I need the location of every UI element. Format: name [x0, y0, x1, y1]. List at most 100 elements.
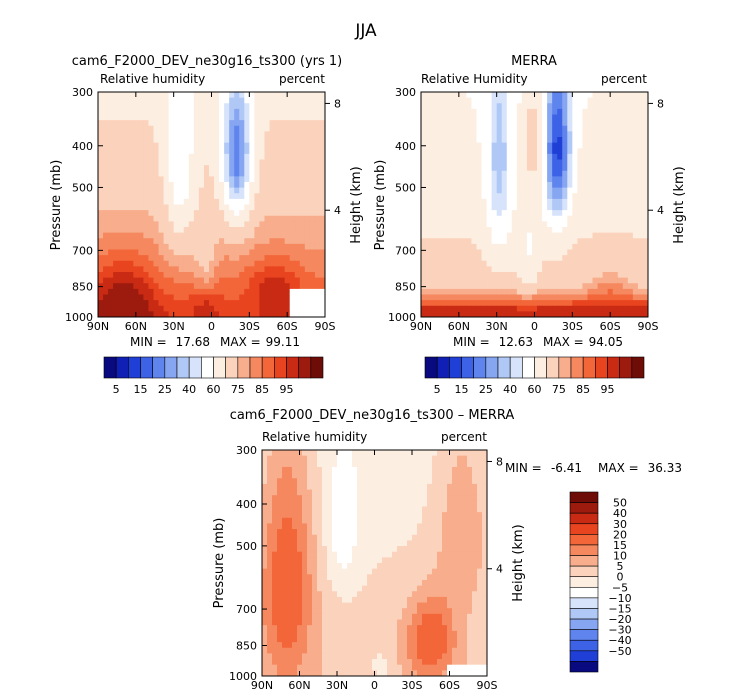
heatmap-cell [108, 120, 114, 127]
heatmap-cell [262, 472, 268, 479]
heatmap-cell [332, 495, 338, 502]
heatmap-cell [188, 210, 195, 217]
heatmap-cell [542, 148, 548, 155]
heatmap-cell [214, 187, 220, 194]
heatmap-cell [279, 114, 286, 121]
heatmap-cell [637, 108, 644, 115]
heatmap-cell [526, 311, 533, 318]
heatmap-cell [267, 489, 273, 496]
heatmap-cell [402, 529, 408, 536]
heatmap-cell [168, 148, 175, 155]
heatmap-cell [537, 210, 543, 217]
heatmap-cell [612, 165, 619, 172]
heatmap-cell [148, 103, 154, 110]
heatmap-cell [163, 97, 170, 104]
heatmap-cell [362, 517, 368, 524]
heatmap-cell [347, 455, 353, 462]
heatmap-cell [183, 311, 190, 318]
colorbar-label: 85 [255, 383, 269, 396]
heatmap-cell [118, 215, 124, 222]
heatmap-cell [163, 159, 170, 166]
heatmap-cell [597, 187, 603, 194]
heatmap-cell [279, 232, 286, 239]
heatmap-cell [113, 283, 119, 290]
heatmap-cell [208, 215, 215, 222]
heatmap-cell [113, 255, 119, 262]
heatmap-cell [267, 574, 273, 581]
heatmap-cell [158, 243, 164, 250]
heatmap-cell [302, 455, 308, 462]
heatmap-cell [501, 125, 508, 132]
heatmap-cell [299, 300, 306, 307]
heatmap-cell [531, 232, 538, 239]
heatmap-cell [319, 221, 326, 228]
heatmap-cell [542, 108, 548, 115]
heatmap-cell [153, 103, 159, 110]
heatmap-cell [183, 103, 190, 110]
heatmap-cell [193, 221, 200, 228]
heatmap-cell [284, 243, 291, 250]
panel-subtitle-left: Relative humidity [262, 430, 367, 444]
heatmap-cell [289, 97, 296, 104]
heatmap-cell [372, 551, 378, 558]
heatmap-cell [547, 227, 553, 234]
heatmap-cell [158, 210, 164, 217]
heatmap-cell [496, 92, 503, 99]
heatmap-cell [153, 210, 159, 217]
heatmap-cell [452, 455, 458, 462]
heatmap-cell [617, 294, 624, 301]
heatmap-cell [158, 227, 164, 234]
heatmap-cell [457, 540, 463, 547]
heatmap-cell [577, 137, 583, 144]
heatmap-cell [451, 153, 457, 160]
heatmap-cell [612, 114, 619, 121]
heatmap-cell [239, 311, 245, 318]
colorbar-swatch [310, 356, 324, 379]
heatmap-cell [198, 288, 205, 295]
heatmap-cell [501, 243, 508, 250]
heatmap-cell [229, 193, 235, 200]
heatmap-cell [148, 182, 154, 189]
heatmap-cell [274, 103, 280, 110]
heatmap-cell [297, 585, 303, 592]
colorbar-swatch [274, 356, 287, 379]
heatmap-cell [521, 131, 528, 138]
heatmap-cell [531, 243, 538, 250]
heatmap-cell [486, 142, 493, 149]
heatmap-cell [143, 176, 149, 183]
heatmap-cell [426, 131, 432, 138]
heatmap-cell [447, 495, 453, 502]
heatmap-cell [436, 125, 442, 132]
heatmap-cell [496, 255, 503, 262]
heatmap-cell [407, 523, 413, 530]
heatmap-cell [289, 131, 296, 138]
heatmap-cell [521, 238, 528, 245]
heatmap-cell [133, 260, 139, 267]
heatmap-cell [432, 540, 438, 547]
heatmap-cell [299, 288, 306, 295]
heatmap-cell [314, 215, 321, 222]
heatmap-cell [432, 523, 438, 530]
heatmap-cell [547, 131, 553, 138]
heatmap-cell [244, 142, 250, 149]
heatmap-cell [422, 512, 428, 519]
heatmap-cell [436, 193, 442, 200]
heatmap-cell [299, 153, 306, 160]
heatmap-cell [337, 478, 343, 485]
heatmap-cell [362, 529, 368, 536]
heatmap-cell [617, 249, 624, 256]
heatmap-cell [249, 103, 255, 110]
heatmap-cell [557, 114, 563, 121]
heatmap-cell [178, 227, 185, 234]
heatmap-cell [427, 461, 433, 468]
heatmap-cell [163, 210, 170, 217]
heatmap-cell [496, 97, 503, 104]
heatmap-cell [432, 472, 438, 479]
heatmap-cell [451, 92, 457, 99]
heatmap-cell [597, 238, 603, 245]
heatmap-cell [219, 153, 225, 160]
heatmap-cell [239, 277, 245, 284]
heatmap-cell [526, 221, 533, 228]
heatmap-cell [422, 517, 428, 524]
heatmap-cell [327, 557, 333, 564]
